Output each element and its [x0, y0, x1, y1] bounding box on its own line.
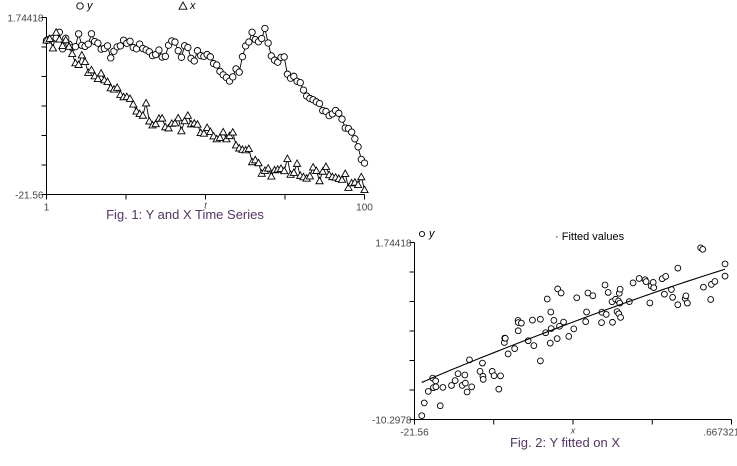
svg-text:1.74418: 1.74418	[375, 239, 412, 250]
svg-text:1.74418: 1.74418	[7, 14, 44, 25]
svg-text:-21.56: -21.56	[15, 191, 44, 202]
svg-text:x: x	[189, 0, 196, 12]
svg-text:y: y	[86, 0, 94, 12]
svg-text:y: y	[428, 228, 436, 240]
svg-text:· Fitted values: · Fitted values	[555, 231, 625, 243]
svg-text:-10.2978: -10.2978	[372, 416, 412, 427]
svg-text:100: 100	[356, 203, 373, 214]
svg-text:x: x	[570, 426, 576, 436]
